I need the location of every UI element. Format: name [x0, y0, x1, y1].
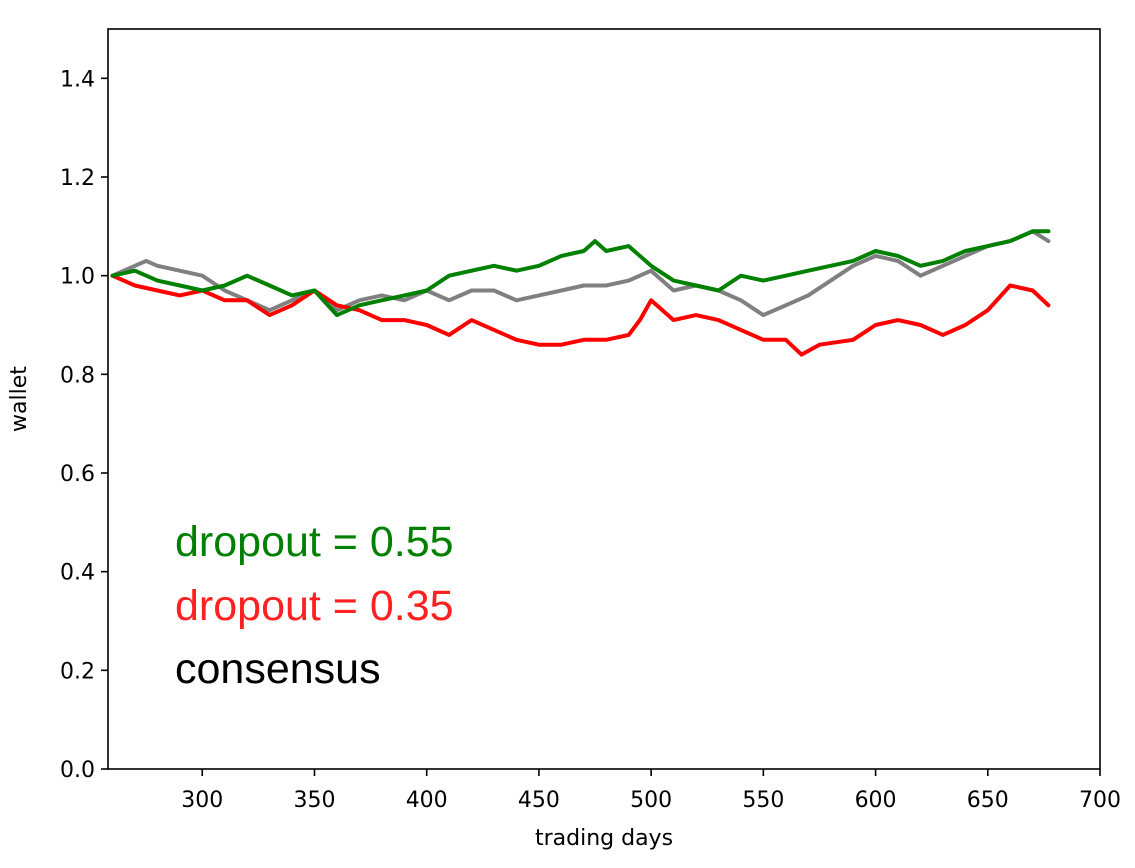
y-axis-label: wallet	[7, 366, 32, 432]
annotation-consensus: consensus	[175, 645, 381, 693]
y-tick-label: 0.6	[60, 462, 95, 487]
y-tick-label: 1.0	[60, 265, 95, 290]
x-tick-label: 550	[742, 788, 784, 813]
x-tick-label: 450	[518, 788, 560, 813]
series-layer	[110, 229, 1051, 357]
x-tick-label: 300	[181, 788, 223, 813]
y-tick-label: 0.4	[60, 561, 95, 586]
annotation-dropout-035: dropout = 0.35	[175, 582, 454, 630]
x-tick-label: 650	[967, 788, 1009, 813]
series-line-dropout-0-55	[110, 229, 1051, 318]
x-axis-label: trading days	[535, 826, 673, 851]
y-tick-label: 0.0	[60, 758, 95, 783]
x-tick-label: 700	[1079, 788, 1121, 813]
annotation-dropout-055: dropout = 0.55	[175, 518, 454, 566]
x-tick-label: 500	[630, 788, 672, 813]
plot-frame	[107, 28, 1101, 770]
x-axis-ticks: 300 350 400 450 500 550 600 650 700	[181, 769, 1121, 813]
y-tick-label: 1.2	[60, 166, 95, 191]
y-axis-ticks: 0.0 0.2 0.4 0.6 0.8 1.0 1.2 1.4	[60, 67, 108, 783]
y-tick-label: 0.2	[60, 659, 95, 684]
series-line-dropout-0-35	[110, 273, 1051, 357]
x-tick-label: 400	[406, 788, 448, 813]
y-tick-label: 1.4	[60, 67, 95, 92]
x-tick-label: 350	[293, 788, 335, 813]
x-tick-label: 600	[855, 788, 897, 813]
y-tick-label: 0.8	[60, 363, 95, 388]
